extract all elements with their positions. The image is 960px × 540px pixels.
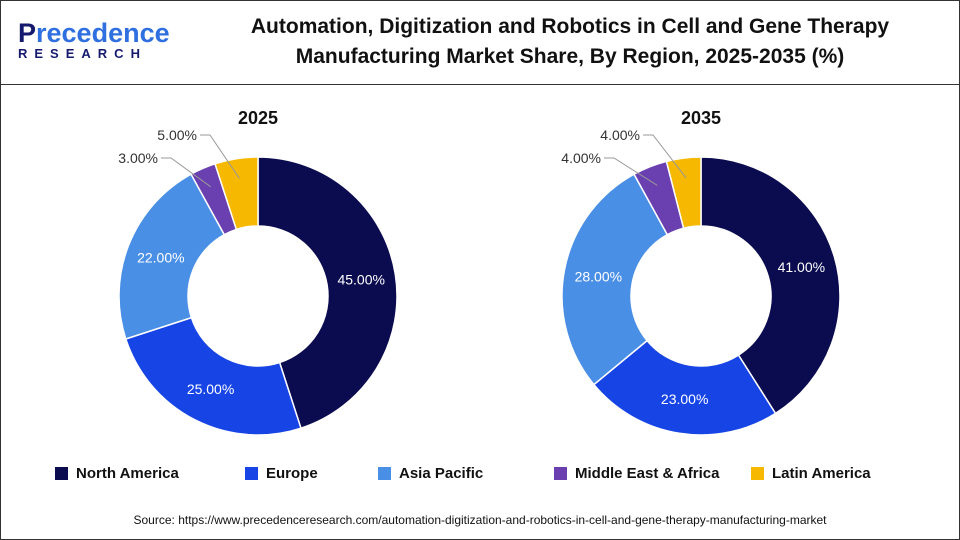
legend-swatch [55, 467, 68, 480]
source-note: Source: https://www.precedenceresearch.c… [133, 513, 827, 527]
leader-line [604, 157, 658, 186]
donut-slice [257, 156, 398, 430]
legend-item: Middle East & Africa [554, 465, 751, 482]
donut-slice [665, 156, 702, 230]
data-label: 3.00% [118, 150, 158, 166]
donut-slice [561, 173, 669, 386]
legend-label: Europe [266, 465, 318, 482]
donut-title: 2025 [238, 108, 278, 128]
legend-item: Europe [245, 465, 378, 482]
chart-title: Automation, Digitization and Robotics in… [250, 15, 890, 68]
data-label: 45.00% [337, 272, 384, 288]
data-label: 4.00% [561, 150, 601, 166]
data-label: 28.00% [575, 268, 622, 284]
legend-item: North America [55, 465, 245, 482]
data-label: 22.00% [137, 250, 184, 266]
legend-label: Asia Pacific [399, 465, 484, 482]
legend-label: Middle East & Africa [575, 465, 720, 482]
legend-swatch [751, 467, 764, 480]
legend-label: Latin America [772, 465, 871, 482]
legend-swatch [245, 467, 258, 480]
leader-line [200, 134, 240, 179]
donut-slice [118, 173, 226, 340]
legend-swatch [554, 467, 567, 480]
legend-item: Latin America [751, 465, 871, 482]
data-label: 41.00% [778, 259, 825, 275]
leader-line [161, 157, 212, 188]
legend: North America Europe Asia Pacific Middle Ea… [55, 465, 871, 482]
precedence-research-logo: Precedence RESEARCH [18, 18, 170, 61]
legend-label: North America [76, 465, 179, 482]
data-label: 25.00% [187, 381, 234, 397]
legend-swatch [378, 467, 391, 480]
data-label: 5.00% [157, 127, 197, 143]
donut-slice [700, 156, 841, 415]
header-divider [0, 84, 960, 85]
donut-title: 2035 [681, 108, 721, 128]
data-label: 4.00% [600, 127, 640, 143]
leader-line [643, 134, 687, 179]
data-label: 23.00% [661, 391, 708, 407]
donut-slice [124, 316, 302, 436]
legend-item: Asia Pacific [378, 465, 554, 482]
donut-slice [592, 339, 777, 436]
